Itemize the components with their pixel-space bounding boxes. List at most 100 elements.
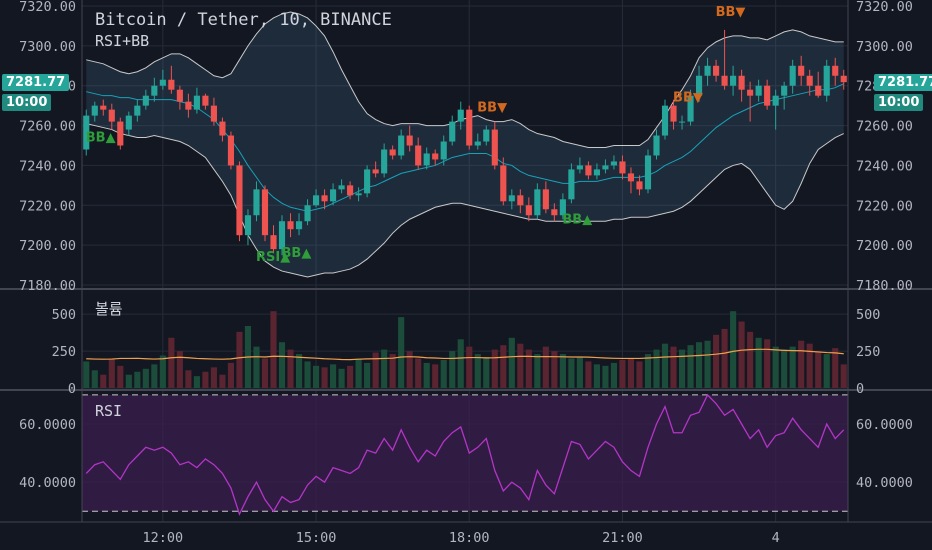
candle-body[interactable] [193,95,200,110]
candle-body[interactable] [270,235,277,250]
volume-pane-label[interactable]: 볼륨 [95,300,123,318]
candle-body[interactable] [261,189,269,236]
candle-body[interactable] [619,161,626,174]
candle-body[interactable] [253,189,260,216]
candle-body[interactable] [406,135,413,146]
candle-body[interactable] [355,193,362,196]
candle-body[interactable] [568,169,575,200]
candle-body[interactable] [500,165,507,202]
candle-body[interactable] [108,109,115,122]
candle-body[interactable] [798,65,805,76]
candle-body[interactable] [508,195,515,202]
candle-body[interactable] [347,185,354,196]
pane-separators[interactable] [0,0,932,523]
candle-body[interactable] [764,85,771,106]
candle-body[interactable] [840,75,847,83]
candle-body[interactable] [312,195,320,206]
candle-body[interactable] [602,165,609,170]
candle-body[interactable] [593,169,600,176]
candle-body[interactable] [330,189,337,202]
candle-body[interactable] [176,89,183,102]
candle-body[interactable] [398,135,405,156]
candle-body[interactable] [372,169,379,174]
candle-body[interactable] [670,105,677,122]
candle-body[interactable] [730,75,737,86]
candle-body[interactable] [806,75,813,86]
candle-body[interactable] [83,115,90,150]
candle-body[interactable] [449,121,456,142]
candle-body[interactable] [542,189,549,210]
candle-body[interactable] [432,153,439,160]
candle-body[interactable] [721,75,728,86]
candle-body[interactable] [713,65,720,76]
candle-body[interactable] [304,205,311,222]
bb-lower-line[interactable] [86,123,844,278]
candle-body[interactable] [517,195,524,206]
candle-body[interactable] [202,95,209,106]
candle-body[interactable] [636,181,643,190]
rsi-line[interactable] [85,393,845,516]
candle-body[interactable] [415,145,422,166]
candle-body[interactable] [364,169,371,194]
candle-body[interactable] [627,173,635,182]
candle-body[interactable] [338,185,345,190]
candle-body[interactable] [287,221,294,230]
candle-body[interactable] [134,105,141,116]
candle-body[interactable] [168,79,175,90]
candle-body[interactable] [159,79,166,86]
candle-body[interactable] [585,165,592,176]
candle-body[interactable] [781,85,788,96]
candle-body[interactable] [151,85,158,96]
candle-body[interactable] [381,149,388,174]
candle-body[interactable] [466,109,473,146]
candle-body[interactable] [687,95,694,122]
candle-body[interactable] [295,221,303,230]
candle-body[interactable] [678,121,686,123]
candle-body[interactable] [117,121,124,146]
candle-body[interactable] [244,215,252,236]
candle-body[interactable] [321,195,328,202]
candle-body[interactable] [474,141,481,146]
volume-ma-line[interactable] [86,348,844,361]
candle-body[interactable] [755,85,762,96]
candle-body[interactable] [525,205,532,216]
candle-body[interactable] [576,165,583,170]
candle-body[interactable] [704,65,711,76]
candle-body[interactable] [823,65,830,96]
bb-upper-line[interactable] [86,11,844,148]
candle-body[interactable] [389,149,396,156]
candle-body[interactable] [423,153,430,166]
rsi-pane-label[interactable]: RSI [95,402,123,420]
candle-body[interactable] [661,105,669,136]
candle-body[interactable] [91,105,98,116]
candle-body[interactable] [534,189,541,216]
candle-body[interactable] [100,105,107,110]
volume-pane[interactable] [83,311,847,388]
indicator-label[interactable]: RSI+BB [95,32,150,50]
candle-body[interactable] [227,135,235,166]
candle-body[interactable] [125,115,132,130]
candle-body[interactable] [457,109,464,122]
candle-body[interactable] [210,105,217,122]
candle-body[interactable] [551,209,558,216]
candle-body[interactable] [278,221,286,250]
candle-body[interactable] [815,85,822,96]
candle-body[interactable] [610,161,618,166]
candle-body[interactable] [236,165,243,236]
candle-body[interactable] [832,65,839,76]
candle-body[interactable] [142,95,149,106]
candle-body[interactable] [695,75,703,96]
rsi-pane[interactable] [82,393,848,516]
candle-body[interactable] [440,141,447,160]
candle-body[interactable] [559,199,566,216]
candle-body[interactable] [747,89,754,96]
candle-body[interactable] [653,135,660,156]
candle-body[interactable] [738,75,745,90]
candle-body[interactable] [772,95,779,106]
price-axis-left[interactable]: 7320.007300.007280.007260.007240.007220.… [19,0,76,491]
price-pane[interactable]: BB▲RSI▲BB▲BB▼BB▲BB▼BB▼ [83,5,847,278]
candle-body[interactable] [219,121,226,136]
time-axis[interactable]: 12:00 15:00 18:00 21:00 4 [143,530,780,546]
candle-body[interactable] [789,65,796,86]
